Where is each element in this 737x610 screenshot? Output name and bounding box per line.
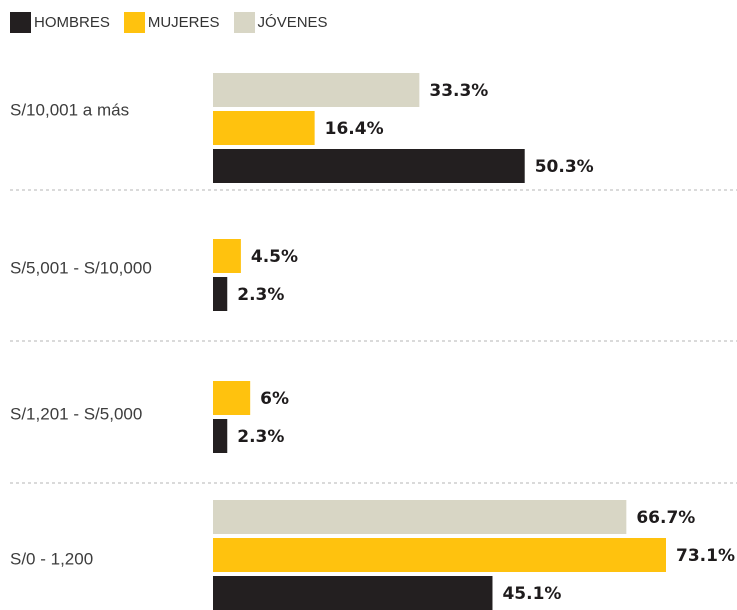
value-label-hombres-0: 50.3% — [535, 157, 594, 177]
legend: HOMBRES MUJERES JÓVENES — [10, 12, 342, 33]
bar-mujeres-1 — [213, 239, 241, 273]
value-label-mujeres-1: 4.5% — [251, 247, 298, 267]
category-label-2: S/1,201 - S/5,000 — [10, 404, 142, 423]
value-label-jvenes-0: 33.3% — [429, 81, 488, 101]
bar-mujeres-3 — [213, 538, 666, 572]
legend-label-hombres: HOMBRES — [34, 14, 110, 31]
legend-swatch-mujeres — [123, 12, 145, 33]
category-label-3: S/0 - 1,200 — [10, 549, 93, 568]
value-label-mujeres-3: 73.1% — [676, 546, 735, 566]
value-label-mujeres-0: 16.4% — [325, 119, 384, 139]
legend-label-jovenes: JÓVENES — [257, 14, 328, 31]
legend-swatch-hombres — [10, 12, 31, 33]
bar-mujeres-2 — [213, 381, 251, 415]
value-label-hombres-2: 2.3% — [237, 427, 284, 447]
value-label-mujeres-2: 6% — [260, 389, 289, 409]
value-label-jvenes-3: 66.7% — [636, 508, 695, 528]
category-label-0: S/10,001 a más — [10, 100, 129, 119]
legend-swatch-jovenes — [233, 12, 255, 33]
legend-item-mujeres: MUJERES — [123, 12, 220, 33]
legend-label-mujeres: MUJERES — [147, 14, 220, 31]
legend-item-jovenes: JÓVENES — [233, 12, 328, 33]
bar-mujeres-0 — [213, 111, 315, 145]
bar-jvenes-0 — [213, 73, 420, 107]
bar-hombres-0 — [213, 149, 525, 183]
bar-jvenes-3 — [213, 500, 627, 534]
category-label-1: S/5,001 - S/10,000 — [10, 258, 152, 277]
bar-hombres-2 — [213, 419, 228, 453]
bar-hombres-1 — [213, 277, 228, 311]
value-label-hombres-3: 45.1% — [502, 584, 561, 604]
legend-item-hombres: HOMBRES — [10, 12, 110, 33]
value-label-hombres-1: 2.3% — [237, 285, 284, 305]
bar-hombres-3 — [213, 576, 493, 610]
